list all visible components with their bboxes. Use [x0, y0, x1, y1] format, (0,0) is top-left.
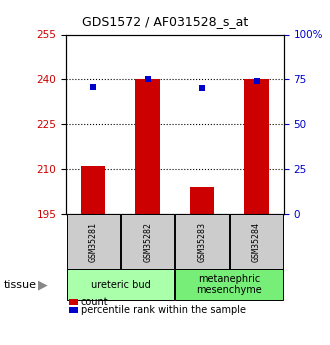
Bar [176, 269, 283, 300]
Bar [135, 79, 160, 214]
Bar [244, 79, 269, 214]
Text: ureteric bud: ureteric bud [90, 280, 150, 289]
Text: percentile rank within the sample: percentile rank within the sample [81, 305, 246, 315]
Bar [67, 214, 120, 269]
Bar [67, 269, 174, 300]
Text: GSM35281: GSM35281 [89, 221, 98, 262]
Bar [121, 214, 174, 269]
Text: tissue: tissue [3, 280, 36, 289]
Text: GSM35282: GSM35282 [143, 221, 152, 262]
Bar [81, 166, 106, 214]
Text: ▶: ▶ [38, 278, 48, 291]
Text: GSM35284: GSM35284 [252, 221, 261, 262]
Bar [190, 187, 214, 214]
Text: GDS1572 / AF031528_s_at: GDS1572 / AF031528_s_at [82, 16, 248, 29]
Bar [230, 214, 283, 269]
Text: count: count [81, 297, 109, 307]
Text: GSM35283: GSM35283 [198, 221, 207, 262]
Bar [176, 214, 229, 269]
Text: metanephric
mesenchyme: metanephric mesenchyme [196, 274, 262, 295]
